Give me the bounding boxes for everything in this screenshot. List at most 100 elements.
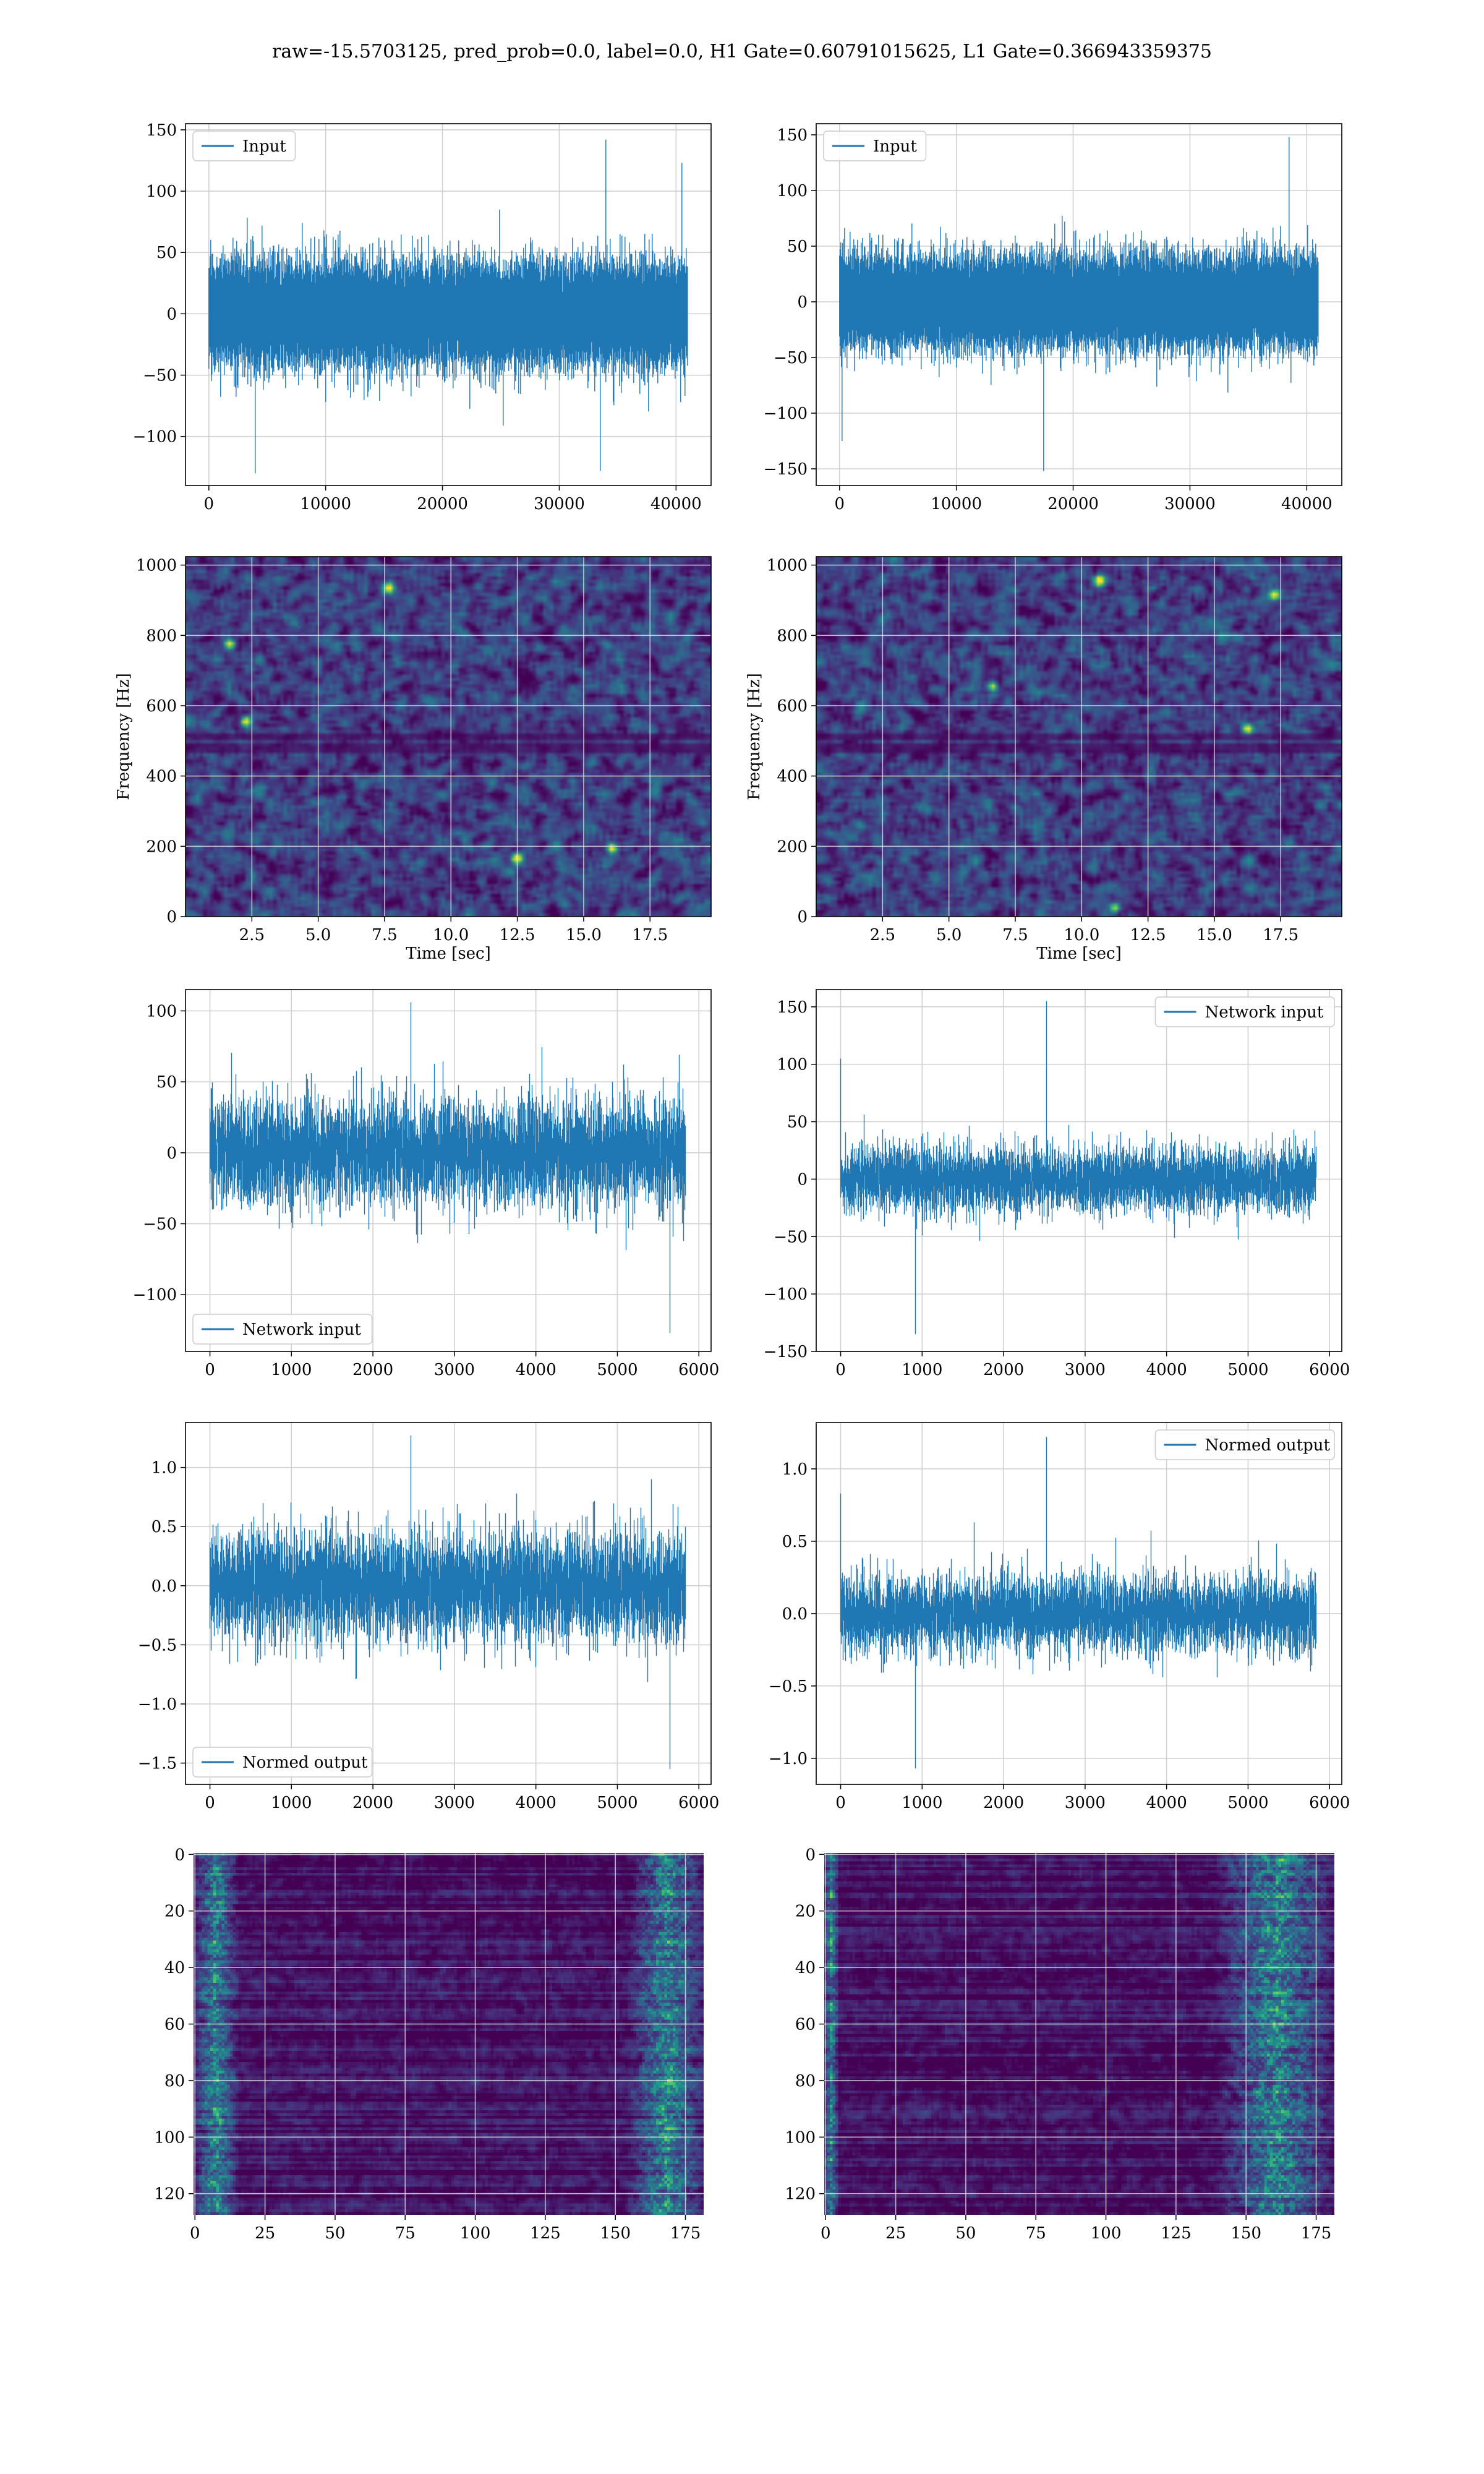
network_input_h1-legend-label: Network input <box>242 1320 361 1339</box>
input_l1-xtick-label: 10000 <box>931 495 982 513</box>
network_input_l1-xtick-label: 3000 <box>1065 1361 1106 1379</box>
normed_output_l1-xtick-label: 6000 <box>1309 1794 1350 1812</box>
feature_map_l1-xtick-label: 125 <box>1161 2224 1192 2243</box>
spec_h1-xtick-label: 2.5 <box>239 926 265 944</box>
network_input_l1-ytick-label: −150 <box>764 1343 808 1361</box>
spec_h1-xlabel: Time [sec] <box>406 944 491 963</box>
normed_output_l1-xtick-label: 2000 <box>983 1794 1024 1812</box>
network_input_h1-series-line <box>209 1002 686 1333</box>
feature_map_h1-ytick-label: 80 <box>164 2072 185 2091</box>
network_input_h1-panel: 0 1000 2000 3000 4000 5000 6000 −100 −50 0 50 100 Ne… <box>133 989 719 1379</box>
input_h1-xtick-label: 30000 <box>534 495 585 513</box>
input_h1-legend-label: Input <box>242 137 286 156</box>
normed_output_h1-xtick-label: 0 <box>205 1794 215 1812</box>
normed_output_l1-ytick-label: 0.0 <box>782 1605 808 1624</box>
network_input_h1-xtick-label: 4000 <box>516 1361 556 1379</box>
input_h1-legend: Input <box>192 131 296 161</box>
normed_output_l1-ytick-label: −0.5 <box>769 1677 808 1696</box>
spec_h1-xtick-label: 10.0 <box>433 926 469 944</box>
normed_output_l1-legend: Normed output <box>1154 1429 1335 1460</box>
feature_map_l1-ytick-label: 40 <box>795 1959 816 1977</box>
spec_l1-ytick-label: 400 <box>777 768 808 786</box>
input_l1-legend: Input <box>823 131 927 161</box>
input_h1-xtick-label: 0 <box>204 495 215 513</box>
figure-suptitle: raw=-15.5703125, pred_prob=0.0, label=0.… <box>272 41 1212 62</box>
spec_h1-ytick-label: 200 <box>146 837 177 856</box>
network_input_l1-xtick-label: 1000 <box>902 1361 942 1379</box>
normed_output_h1-ytick-label: −0.5 <box>138 1636 177 1654</box>
feature_map_h1-xtick-label: 100 <box>460 2224 491 2243</box>
normed_output_h1-frame <box>185 1422 712 1785</box>
input_l1-frame <box>816 123 1342 486</box>
spec_h1-ytick-label: 800 <box>146 627 177 645</box>
spec_l1-ytick-label: 0 <box>797 908 808 927</box>
normed_output_h1-xtick-label: 6000 <box>678 1794 719 1812</box>
spec_h1-xtick-label: 7.5 <box>372 926 397 944</box>
network_input_l1-legend-label: Network input <box>1205 1003 1324 1022</box>
normed_output_h1-legend-label: Normed output <box>242 1753 368 1772</box>
input_l1-ytick-label: 50 <box>787 238 808 256</box>
input_l1-series-line <box>839 137 1319 471</box>
input_l1-xtick-label: 40000 <box>1281 495 1333 513</box>
feature_map_l1-ytick-label: 80 <box>795 2072 816 2091</box>
feature_map_l1-heatmap-image <box>824 1853 1334 2215</box>
feature_map_h1-xtick-label: 75 <box>395 2224 416 2243</box>
normed_output_h1-series-line <box>209 1436 686 1770</box>
network_input_h1-ytick-label: −50 <box>143 1215 177 1234</box>
normed_output_l1-ytick-label: 0.5 <box>782 1533 808 1551</box>
network_input_l1-panel: 0 1000 2000 3000 4000 5000 6000 −150 −100 −50 0 50 1… <box>764 989 1350 1379</box>
normed_output_h1-legend: Normed output <box>192 1747 373 1778</box>
feature_map_h1-xtick-label: 150 <box>600 2224 631 2243</box>
normed_output_l1-xtick-label: 5000 <box>1227 1794 1268 1812</box>
spec_l1-xtick-label: 10.0 <box>1064 926 1099 944</box>
spec_h1-ytick-label: 600 <box>146 697 177 716</box>
feature_map_l1-ytick-label: 100 <box>785 2128 816 2147</box>
network_input_l1-series-line <box>840 1001 1317 1335</box>
spec_l1-ytick-label: 600 <box>777 697 808 716</box>
normed_output_h1-xtick-label: 2000 <box>352 1794 393 1812</box>
input_h1-ytick-label: 150 <box>146 121 177 140</box>
spec_l1-ytick-label: 1000 <box>767 557 808 575</box>
normed_output_l1-series-line <box>840 1437 1317 1769</box>
network_input_h1-ytick-label: 0 <box>166 1144 177 1163</box>
input_l1-ytick-label: 150 <box>777 126 808 145</box>
feature_map_h1-xtick-label: 0 <box>190 2224 200 2243</box>
spec_l1-ytick-label: 800 <box>777 627 808 645</box>
network_input_l1-legend: Network input <box>1154 996 1335 1027</box>
spec_l1-xtick-label: 15.0 <box>1196 926 1232 944</box>
feature_map_l1-panel: 0 25 50 75 100 125 150 175 0 20 40 60 80 100 120 <box>785 1846 1334 2243</box>
input_h1-series-line <box>208 139 688 474</box>
normed_output_l1-legend-label: Normed output <box>1205 1436 1331 1455</box>
spec_h1-ytick-label: 400 <box>146 768 177 786</box>
spec_l1-frame <box>816 556 1342 917</box>
feature_map_h1-ytick-label: 120 <box>154 2185 185 2204</box>
input_h1-panel: 0 10000 20000 30000 40000 −100 −50 0 50 100 150 Inp… <box>133 121 712 513</box>
network_input_l1-xtick-label: 2000 <box>983 1361 1024 1379</box>
spec_h1-xtick-label: 12.5 <box>500 926 535 944</box>
network_input_l1-xtick-label: 6000 <box>1309 1361 1350 1379</box>
spec_h1-panel: 2.5 5.0 7.5 10.0 12.5 15.0 17.5 0 200 400 600 800 10… <box>114 556 712 963</box>
spec_l1-xtick-label: 5.0 <box>936 926 962 944</box>
network_input_h1-xtick-label: 2000 <box>352 1361 393 1379</box>
spec_h1-frame <box>185 556 712 917</box>
spec_l1-heatmap-image <box>816 557 1342 917</box>
spec_h1-xtick-label: 17.5 <box>632 926 668 944</box>
feature_map_h1-xtick-label: 50 <box>325 2224 345 2243</box>
normed_output_h1-ytick-label: 0.0 <box>151 1577 177 1596</box>
network_input_h1-ytick-label: −100 <box>133 1286 177 1304</box>
spec_h1-xtick-label: 15.0 <box>566 926 602 944</box>
spec_l1-ytick-label: 200 <box>777 837 808 856</box>
normed_output_l1-panel: 0 1000 2000 3000 4000 5000 6000 −1.0 −0.5 0.0 0.5 1… <box>769 1422 1350 1812</box>
network_input_l1-ytick-label: −50 <box>774 1228 808 1246</box>
network_input_h1-ytick-label: 100 <box>146 1002 177 1021</box>
spec_l1-panel: 2.5 5.0 7.5 10.0 12.5 15.0 17.5 0 200 400 600 800 10… <box>745 556 1342 963</box>
input_l1-xtick-label: 20000 <box>1047 495 1099 513</box>
network_input_l1-frame <box>816 989 1342 1352</box>
spec_h1-ytick-label: 0 <box>166 908 177 927</box>
normed_output_l1-xtick-label: 4000 <box>1146 1794 1187 1812</box>
spec_l1-xtick-label: 7.5 <box>1002 926 1028 944</box>
input_l1-panel: 0 10000 20000 30000 40000 −150 −100 −50 0 50 100 15… <box>764 123 1342 513</box>
input_h1-ytick-label: 0 <box>166 305 177 323</box>
feature_map_l1-xtick-label: 25 <box>885 2224 906 2243</box>
